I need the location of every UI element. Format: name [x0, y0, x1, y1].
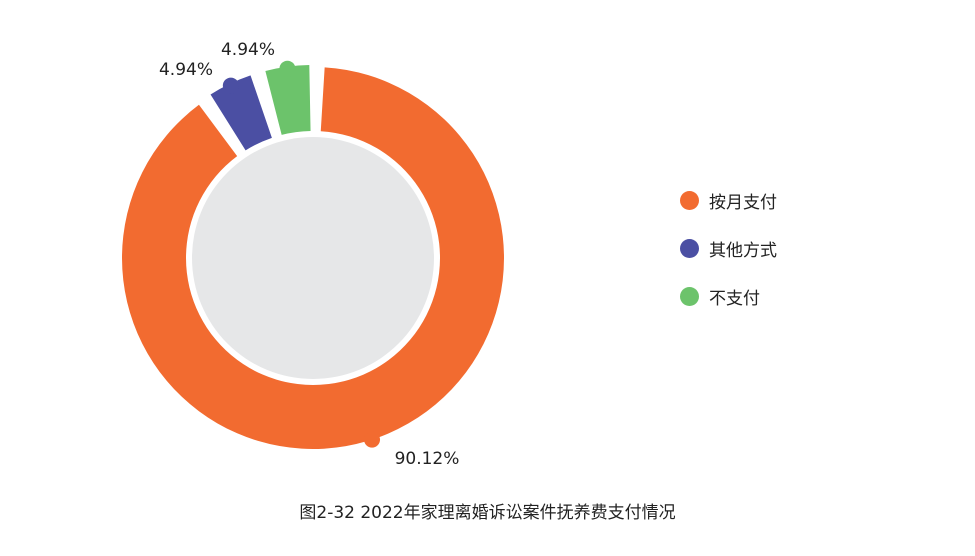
legend-item-none: 不支付: [680, 284, 777, 309]
chart-title: 图2-32 2022年家理离婚诉讼案件抚养费支付情况: [299, 503, 676, 523]
slice-monthly: [122, 67, 505, 449]
slice-label-monthly: 90.12%: [395, 449, 460, 469]
donut-center-disc: [192, 137, 434, 379]
slice-marker-none: [279, 60, 296, 77]
slice-label-other: 4.94%: [159, 60, 213, 80]
legend-swatch-none: [680, 286, 699, 306]
legend-swatch-other: [680, 238, 699, 258]
legend-label-monthly: 按月支付: [709, 192, 777, 213]
slice-other: [210, 75, 272, 151]
legend-label-none: 不支付: [709, 288, 760, 309]
slice-none: [265, 65, 311, 135]
slice-label-none: 4.94%: [221, 40, 275, 60]
legend-label-other: 其他方式: [709, 240, 777, 261]
slice-marker-other: [222, 77, 239, 94]
slice-labels: 90.12% 4.94% 4.94%: [159, 40, 459, 469]
legend-swatch-monthly: [680, 190, 699, 210]
donut-slices: [122, 65, 505, 449]
legend: 按月支付 其他方式 不支付: [680, 188, 777, 332]
slice-marker-monthly: [364, 431, 381, 448]
legend-item-other: 其他方式: [680, 236, 777, 261]
legend-item-monthly: 按月支付: [680, 188, 777, 213]
slice-markers: [222, 60, 381, 448]
